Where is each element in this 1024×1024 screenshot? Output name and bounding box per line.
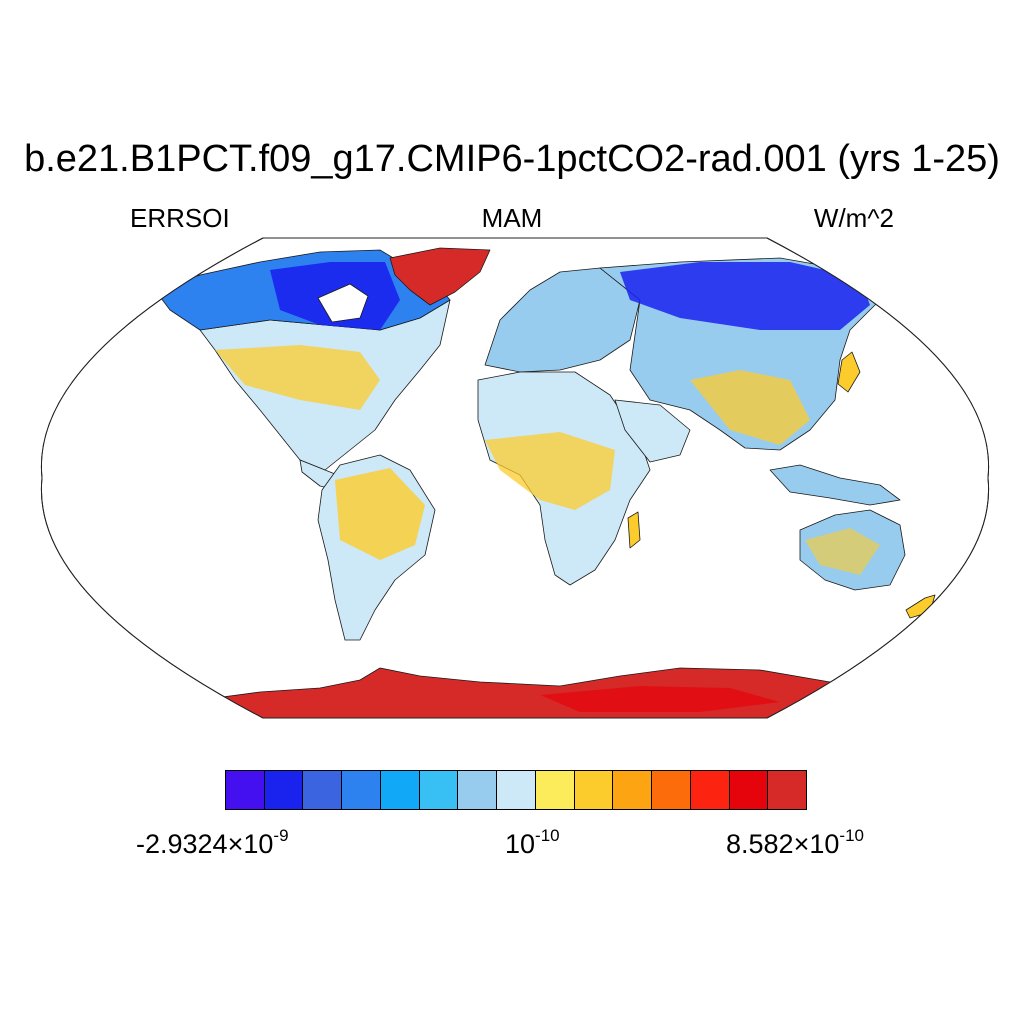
- colorbar-box: [613, 771, 653, 809]
- colorbar-box: [574, 771, 614, 809]
- southeast-asia-islands: [769, 464, 901, 506]
- colorbar-box: [729, 771, 769, 809]
- arabia-land: [614, 399, 691, 463]
- antarctica-core: [540, 686, 780, 712]
- colorbar-box: [458, 771, 498, 809]
- hudson-bay: [317, 283, 369, 323]
- plot-title: b.e21.B1PCT.f09_g17.CMIP6-1pctCO2-rad.00…: [24, 138, 1000, 180]
- colorbar-box: [226, 771, 265, 809]
- variable-label: ERRSOI: [130, 203, 230, 233]
- units-label: W/m^2: [813, 203, 894, 233]
- colorbar-box: [497, 771, 536, 809]
- colorbar-box: [419, 771, 459, 809]
- colorbar-box: [380, 771, 420, 809]
- season-label: MAM: [481, 203, 543, 233]
- colorbar-label-max: 8.582×10-10: [726, 826, 864, 859]
- colorbar-box: [303, 771, 343, 809]
- colorbar-box: [690, 771, 730, 809]
- colorbar-box: [535, 771, 575, 809]
- colorbar: [225, 770, 807, 810]
- colorbar-label-min: -2.9324×10-9: [136, 826, 289, 859]
- africa-yellow: [485, 432, 615, 510]
- colorbar-label-mid: 10-10: [505, 826, 560, 859]
- greenland-land: [389, 247, 491, 306]
- map-outline: [40, 237, 990, 719]
- colorbar-box: [652, 771, 691, 809]
- madagascar-land: [627, 511, 641, 549]
- north-america-yellow-band: [215, 345, 380, 410]
- colorbar-box: [264, 771, 304, 809]
- siberia-cold: [620, 262, 870, 330]
- colorbar-box: [342, 771, 381, 809]
- japan-land: [837, 351, 861, 393]
- colorbar-box: [768, 771, 807, 809]
- asia-yellow: [690, 370, 810, 445]
- australia-yellow: [805, 528, 880, 575]
- south-america-yellow: [335, 468, 425, 560]
